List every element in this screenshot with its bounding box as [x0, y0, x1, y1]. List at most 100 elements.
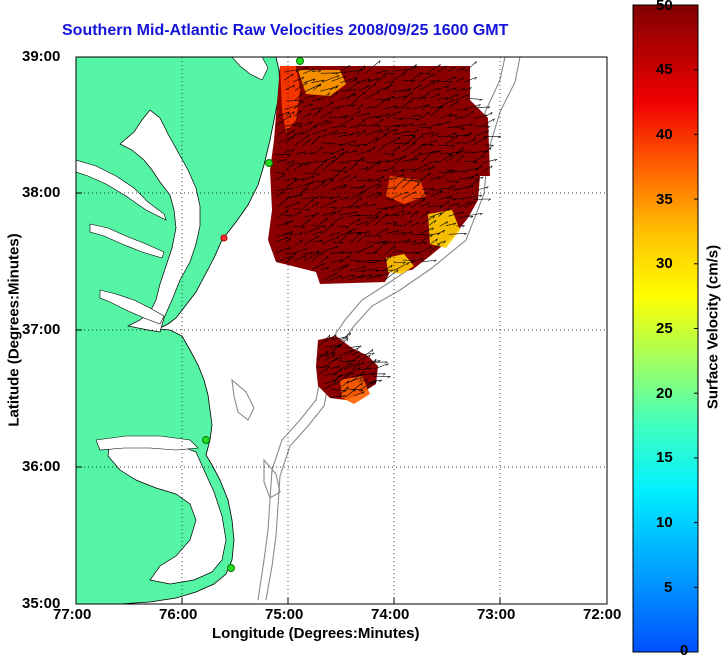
- velocity-arrow: [321, 196, 333, 199]
- velocity-arrowhead: [365, 234, 367, 238]
- velocity-arrow: [365, 106, 375, 109]
- velocity-arrowhead: [428, 127, 432, 130]
- velocity-arrowhead: [433, 165, 435, 169]
- velocity-arrow: [448, 150, 464, 154]
- velocity-arrow: [283, 219, 294, 226]
- velocity-arrowhead: [339, 209, 342, 213]
- velocity-arrowhead: [436, 87, 439, 91]
- velocity-arrow: [329, 91, 338, 100]
- velocity-arrowhead: [444, 65, 447, 69]
- velocity-arrowhead: [310, 103, 314, 107]
- velocity-arrowhead: [404, 177, 406, 181]
- velocity-arrow: [284, 177, 298, 181]
- velocity-arrow: [285, 179, 297, 189]
- velocity-arrowhead: [351, 372, 355, 376]
- velocity-arrowhead: [363, 185, 366, 188]
- velocity-arrow: [349, 186, 364, 189]
- velocity-arrow: [284, 214, 293, 216]
- velocity-arrowhead: [289, 214, 293, 217]
- velocity-arrow: [302, 112, 311, 118]
- velocity-arrowhead: [305, 164, 309, 166]
- velocity-arrow: [429, 64, 441, 72]
- velocity-arrow: [385, 137, 401, 146]
- velocity-arrowhead: [450, 169, 452, 173]
- velocity-arrowhead: [379, 184, 382, 188]
- velocity-arrowhead: [497, 135, 501, 138]
- velocity-arrowhead: [359, 232, 362, 236]
- velocity-arrow: [357, 214, 373, 217]
- velocity-arrow: [344, 362, 360, 370]
- velocity-arrow: [446, 169, 458, 172]
- velocity-arrow: [277, 233, 293, 236]
- velocity-arrowhead: [347, 386, 349, 390]
- velocity-arrow: [338, 117, 354, 128]
- velocity-arrow: [302, 180, 314, 191]
- velocity-arrow: [401, 158, 418, 162]
- velocity-arrow: [376, 144, 385, 154]
- velocity-arrowhead: [342, 153, 344, 157]
- velocity-arrow: [349, 259, 360, 262]
- velocity-arrowhead: [401, 210, 405, 213]
- velocity-arrow: [420, 227, 434, 234]
- radar-station-marker: [227, 564, 235, 572]
- velocity-arrowhead: [453, 66, 455, 70]
- velocity-arrowhead: [334, 207, 338, 210]
- velocity-arrow: [322, 272, 337, 281]
- velocity-arrow: [356, 185, 366, 189]
- velocity-arrowhead: [439, 205, 443, 208]
- delaware-bay: [231, 57, 269, 81]
- velocity-arrowhead: [292, 84, 295, 88]
- velocity-arrow: [402, 179, 421, 182]
- velocity-arrow: [303, 162, 312, 164]
- velocity-arrowhead: [317, 173, 321, 176]
- velocity-arrow: [365, 349, 374, 356]
- velocity-arrowhead: [396, 214, 400, 217]
- velocity-arrow: [439, 221, 448, 227]
- velocity-arrowhead: [475, 61, 477, 65]
- velocity-arrow: [438, 98, 454, 108]
- velocity-arrow: [304, 172, 321, 175]
- velocity-arrowhead: [437, 232, 441, 236]
- velocity-arrow: [383, 96, 394, 101]
- velocity-arrowhead: [327, 142, 331, 145]
- velocity-arrow: [349, 149, 358, 153]
- velocity-arrow: [410, 198, 425, 209]
- velocity-arrow: [465, 60, 477, 73]
- velocity-arrowhead: [290, 233, 293, 236]
- velocity-arrowhead: [485, 186, 489, 190]
- velocity-field-north-hotspot-c: [428, 210, 460, 248]
- velocity-arrow: [374, 210, 382, 217]
- velocity-arrow: [430, 238, 438, 244]
- velocity-arrowhead: [348, 255, 351, 259]
- velocity-arrow: [310, 250, 320, 254]
- velocity-arrowhead: [470, 185, 474, 188]
- velocity-arrowhead: [384, 361, 388, 364]
- velocity-arrowhead: [340, 242, 344, 245]
- velocity-arrow: [339, 211, 358, 216]
- velocity-arrowhead: [451, 99, 454, 102]
- velocity-arrowhead: [414, 135, 416, 139]
- velocity-arrow: [374, 99, 385, 109]
- velocity-arrowhead: [368, 367, 372, 371]
- velocity-arrow: [274, 236, 288, 243]
- velocity-arrow: [448, 101, 459, 108]
- velocity-arrowhead: [316, 235, 319, 239]
- velocity-arrow: [350, 371, 365, 383]
- velocity-arrow: [284, 69, 299, 73]
- velocity-arrow: [311, 79, 325, 83]
- velocity-arrow: [321, 211, 336, 216]
- velocity-arrow: [321, 245, 339, 253]
- velocity-arrowhead: [310, 121, 314, 124]
- velocity-arrow: [365, 115, 383, 119]
- velocity-arrowhead: [417, 181, 421, 184]
- velocity-arrow: [401, 240, 417, 244]
- velocity-arrowhead: [347, 380, 350, 384]
- velocity-arrow: [456, 87, 466, 92]
- velocity-arrowhead: [423, 96, 427, 100]
- velocity-arrow: [366, 191, 381, 198]
- velocity-arrowhead: [416, 129, 419, 133]
- velocity-arrow: [401, 79, 416, 82]
- velocity-arrowhead: [405, 191, 409, 195]
- colorbar-tick-label: 5: [664, 579, 673, 596]
- y-axis-label: Latitude (Degrees:Minutes): [5, 233, 23, 427]
